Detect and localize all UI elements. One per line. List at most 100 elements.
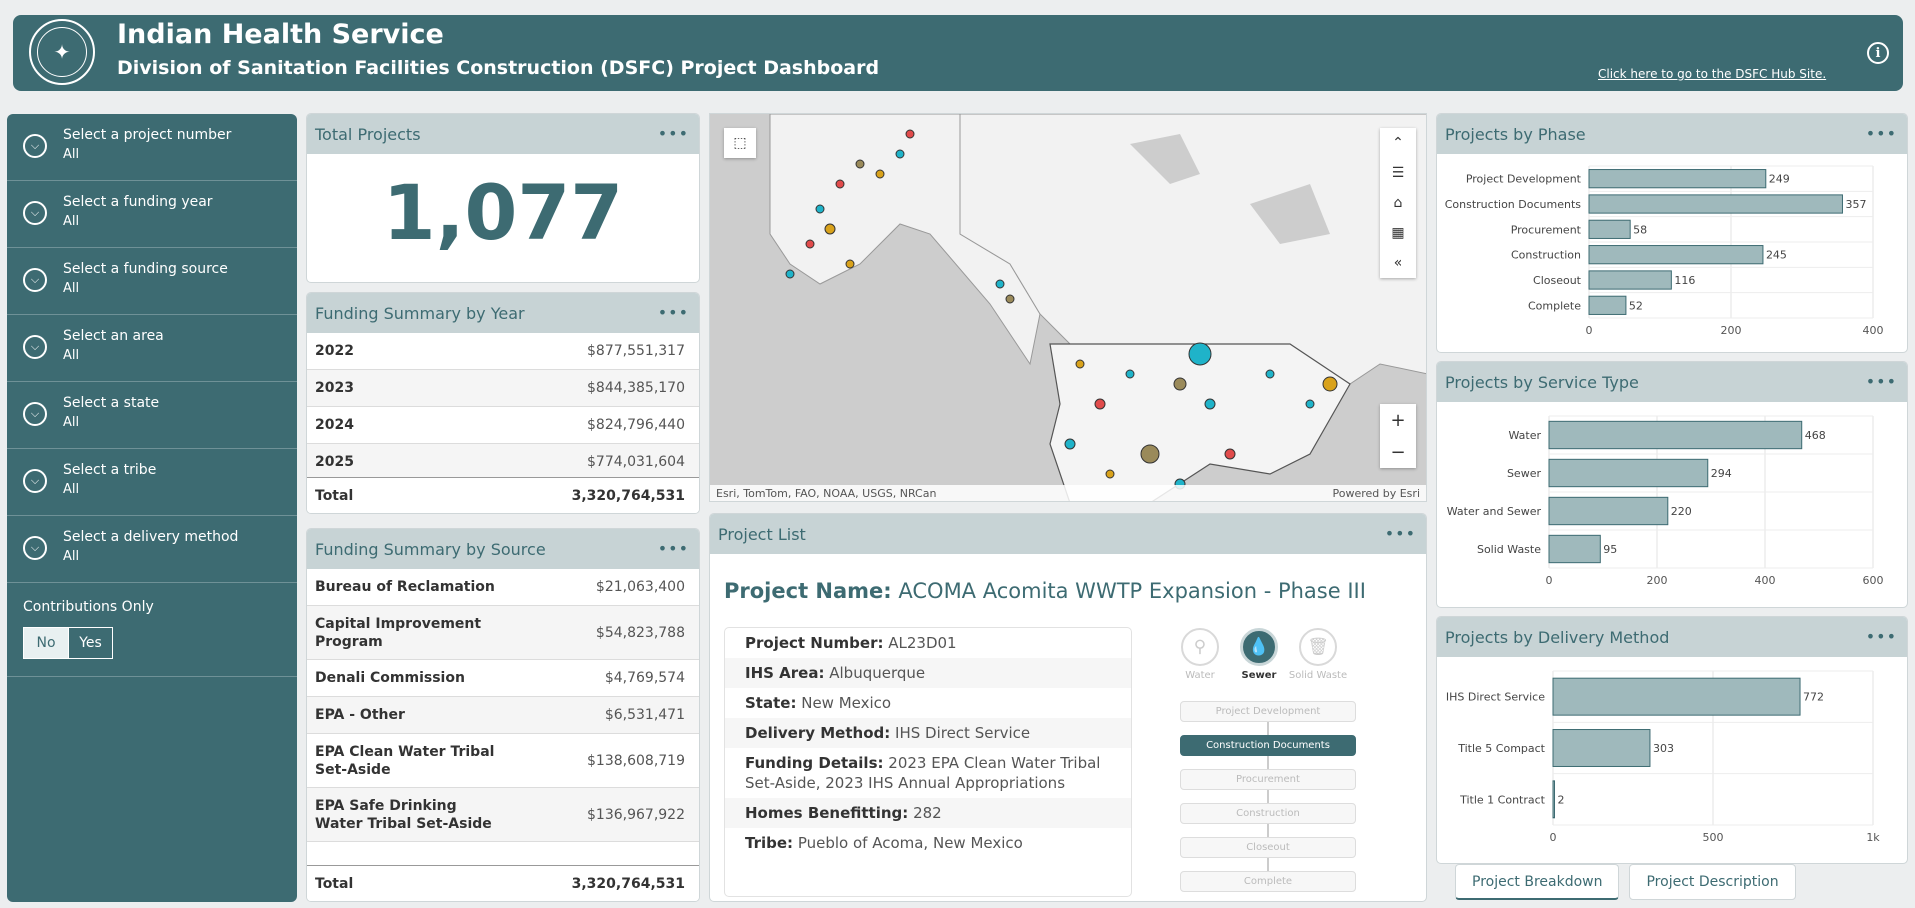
filter-delivery-method[interactable]: ⌵ Select a delivery method All	[7, 516, 297, 583]
category-label: IHS Direct Service	[1446, 691, 1545, 704]
contributions-filter: Contributions Only No Yes	[7, 583, 297, 677]
more-options-icon[interactable]: •••	[1865, 124, 1897, 143]
chevron-down-icon: ⌵	[23, 335, 47, 359]
filter-tribe[interactable]: ⌵ Select a tribe All	[7, 449, 297, 516]
data-label: 95	[1603, 543, 1617, 556]
data-label: 303	[1653, 742, 1674, 755]
total-value: 3,320,764,531	[571, 875, 685, 892]
app-subtitle: Division of Sanitation Facilities Constr…	[117, 57, 880, 79]
tab-project-breakdown[interactable]: Project Breakdown	[1455, 864, 1620, 900]
category-label: Closeout	[1533, 274, 1582, 287]
bar[interactable]	[1588, 194, 1843, 214]
bar[interactable]	[1588, 219, 1631, 239]
x-tick-label: 0	[1550, 831, 1557, 844]
bar[interactable]	[1588, 295, 1627, 315]
more-options-icon[interactable]: •••	[1865, 372, 1897, 391]
filter-label: Select an area	[63, 328, 164, 344]
bar[interactable]	[1588, 245, 1764, 265]
filter-area[interactable]: ⌵ Select an area All	[7, 315, 297, 382]
info-icon[interactable]: i	[1867, 42, 1889, 64]
data-label: 58	[1633, 223, 1647, 236]
filter-value: All	[63, 482, 80, 497]
powered-by-esri[interactable]: Powered by Esri	[1332, 486, 1420, 500]
trash-icon: 🗑	[1299, 628, 1337, 666]
data-label: 468	[1805, 429, 1826, 442]
total-projects-value: 1,077	[382, 168, 624, 257]
water-drop-icon: 💧	[1240, 628, 1278, 666]
contributions-no-button[interactable]: No	[24, 628, 68, 658]
category-label: Solid Waste	[1477, 543, 1541, 556]
service-label: Solid Waste	[1288, 670, 1348, 681]
filter-funding-year[interactable]: ⌵ Select a funding year All	[7, 181, 297, 248]
category-label: Construction	[1511, 249, 1581, 262]
chevron-down-icon: ⌵	[23, 536, 47, 560]
legend-list-icon[interactable]: ☰	[1391, 165, 1405, 181]
project-map[interactable]: ⬚ ⌃ ☰ ⌂ ▦ « + − Esri, TomTom, FAO, NOAA,…	[709, 113, 1427, 502]
phase-bar-chart: 0 200 400 Project Development 249 Constructio…	[1445, 165, 1884, 337]
more-options-icon[interactable]: •••	[657, 124, 689, 143]
faucet-icon: ⚲	[1181, 628, 1219, 666]
more-options-icon[interactable]: •••	[1384, 524, 1416, 543]
amount-cell: $21,063,400	[595, 579, 685, 595]
tab-project-description[interactable]: Project Description	[1629, 864, 1796, 900]
qr-code-icon[interactable]: ▦	[1391, 225, 1405, 241]
bar[interactable]	[1588, 169, 1767, 189]
x-tick-label: 400	[1755, 574, 1776, 587]
filter-label: Select a funding source	[63, 261, 228, 277]
home-icon[interactable]: ⌂	[1393, 195, 1403, 211]
detail-row: Tribe: Pueblo of Acoma, New Mexico	[725, 828, 1131, 858]
year-cell: 2023	[315, 380, 354, 396]
bar[interactable]	[1548, 496, 1669, 526]
detail-row: Homes Benefitting: 282	[725, 798, 1131, 828]
table-row: Denali Commission $4,769,574	[307, 660, 699, 697]
service-label: Sewer	[1241, 670, 1277, 681]
map-attribution: Esri, TomTom, FAO, NOAA, USGS, NRCan Pow…	[710, 485, 1426, 501]
contributions-yes-button[interactable]: Yes	[68, 628, 112, 658]
panel-title: Projects by Service Type	[1445, 372, 1639, 392]
service-bar-chart: 0 200 400 600 Water 468 Sewer 294 Water and Sewe…	[1447, 415, 1884, 587]
filter-label: Select a tribe	[63, 462, 157, 478]
filter-value: All	[63, 147, 80, 162]
zoom-in-button[interactable]: +	[1390, 409, 1406, 431]
more-options-icon[interactable]: •••	[657, 539, 689, 558]
amount-cell: $4,769,574	[604, 670, 685, 686]
x-tick-label: 0	[1586, 324, 1593, 337]
select-tool-icon[interactable]: ⬚	[724, 128, 756, 158]
hub-site-link[interactable]: Click here to go to the DSFC Hub Site.	[1598, 67, 1827, 81]
filter-value: All	[63, 214, 80, 229]
more-options-icon[interactable]: •••	[1865, 627, 1897, 646]
funding-source-table[interactable]: Bureau of Reclamation $21,063,400 Capital…	[307, 569, 699, 842]
filter-value: All	[63, 348, 80, 363]
detail-label: Delivery Method:	[745, 724, 891, 742]
chevrons-up-icon[interactable]: ⌃	[1392, 135, 1404, 151]
attribution-text: Esri, TomTom, FAO, NOAA, USGS, NRCan	[716, 486, 937, 500]
more-options-icon[interactable]: •••	[657, 303, 689, 322]
project-points[interactable]	[785, 129, 1338, 490]
zoom-out-button[interactable]: −	[1390, 441, 1406, 463]
filter-state[interactable]: ⌵ Select a state All	[7, 382, 297, 449]
bar[interactable]	[1548, 458, 1709, 488]
amount-cell: $877,551,317	[587, 343, 685, 359]
bar[interactable]	[1548, 534, 1601, 564]
bar[interactable]	[1548, 420, 1803, 450]
filter-funding-source[interactable]: ⌵ Select a funding source All	[7, 248, 297, 315]
contributions-toggle: No Yes	[23, 627, 113, 659]
collapse-icon[interactable]: «	[1393, 255, 1403, 271]
detail-value: 282	[913, 804, 942, 822]
map-canvas[interactable]	[710, 114, 1427, 502]
filter-value: All	[63, 415, 80, 430]
detail-row: Delivery Method: IHS Direct Service	[725, 718, 1131, 748]
year-cell: 2025	[315, 454, 354, 470]
bar[interactable]	[1552, 677, 1801, 716]
category-label: Procurement	[1511, 223, 1582, 236]
bar[interactable]	[1552, 780, 1555, 819]
bar[interactable]	[1588, 270, 1672, 290]
filter-project-number[interactable]: ⌵ Select a project number All	[7, 114, 297, 181]
bar[interactable]	[1552, 729, 1651, 767]
phase-step: Construction	[1180, 803, 1356, 824]
project-details: Project Number: AL23D01 IHS Area: Albuqu…	[724, 627, 1132, 897]
detail-label: Homes Benefitting:	[745, 804, 909, 822]
data-label: 220	[1671, 505, 1692, 518]
category-label: Title 5 Compact	[1457, 742, 1545, 755]
delivery-bar-chart: 0 500 1k IHS Direct Service 772 Title 5 Compa…	[1446, 670, 1880, 844]
